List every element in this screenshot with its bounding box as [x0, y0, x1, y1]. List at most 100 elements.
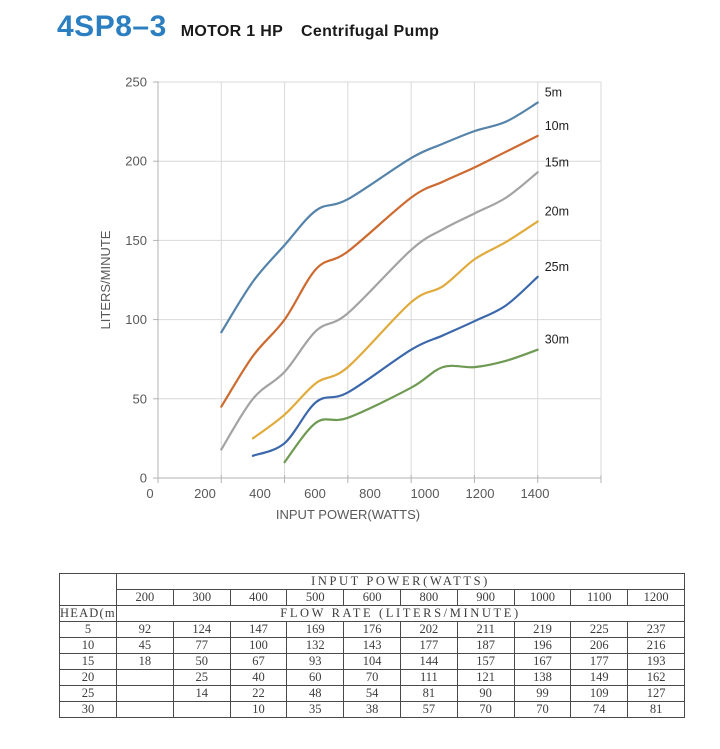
curve-label-10m: 10m — [545, 119, 569, 133]
flow-value-cell: 40 — [229, 669, 288, 686]
flow-value-cell: 74 — [570, 701, 629, 718]
x-tick-label: 600 — [304, 486, 326, 501]
pump-type-label: Centrifugal Pump — [301, 23, 440, 40]
watts-header-cell: 200 — [116, 589, 174, 606]
x-axis-title: INPUT POWER(WATTS) — [276, 507, 420, 522]
curve-15m — [220, 171, 539, 451]
flow-value-cell: 167 — [513, 653, 572, 670]
flow-value-cell: 219 — [513, 621, 572, 638]
flow-value-cell: 67 — [229, 653, 288, 670]
x-tick-label: 0 — [146, 486, 153, 501]
y-tick-label: 150 — [125, 233, 147, 248]
flow-value-cell: 202 — [399, 621, 458, 638]
flow-value-cell: 90 — [456, 685, 515, 702]
flow-value-cell: 60 — [286, 669, 345, 686]
flow-value-cell: 211 — [456, 621, 515, 638]
curve-label-30m: 30m — [545, 333, 569, 347]
head-value-cell: 25 — [59, 685, 117, 702]
corner-cell — [59, 573, 117, 606]
flow-value-cell: 22 — [229, 685, 288, 702]
y-tick-label: 0 — [140, 471, 147, 486]
flow-value-cell: 196 — [513, 637, 572, 654]
curve-label-15m: 15m — [545, 155, 569, 169]
flow-value-cell: 81 — [627, 701, 685, 718]
flow-value-cell: 132 — [286, 637, 345, 654]
flow-value-cell: 111 — [399, 669, 458, 686]
head-value-cell: 15 — [59, 653, 117, 670]
motor-rating-label: MOTOR 1 HP — [180, 23, 284, 40]
flow-value-cell: 176 — [343, 621, 401, 638]
flow-value-cell — [116, 685, 174, 702]
flow-value-cell: 70 — [513, 701, 572, 718]
y-tick-label: 250 — [125, 75, 147, 90]
y-tick-label: 50 — [133, 391, 147, 406]
curve-20m — [251, 220, 539, 440]
y-axis-title: LITERS/MINUTE — [100, 230, 113, 329]
flow-value-cell: 100 — [229, 637, 288, 654]
flow-value-cell: 70 — [343, 669, 401, 686]
y-tick-label: 100 — [125, 312, 147, 327]
watts-header-cell: 1000 — [513, 589, 572, 606]
flow-value-cell: 92 — [116, 621, 174, 638]
flow-value-cell: 10 — [229, 701, 288, 718]
flow-value-cell: 138 — [513, 669, 572, 686]
pump-performance-chart: 0 200 400 600 800 1000 1200 1400 0 50 100 150 200 250… — [100, 75, 602, 522]
flow-value-cell — [172, 701, 231, 718]
flow-value-cell: 177 — [570, 653, 629, 670]
flow-value-cell: 18 — [116, 653, 174, 670]
flow-value-cell: 121 — [456, 669, 515, 686]
flow-value-cell: 157 — [456, 653, 515, 670]
x-tick-label: 800 — [359, 486, 381, 501]
flow-value-cell: 99 — [513, 685, 572, 702]
page-header: 4SP8–3 MOTOR 1 HP Centrifugal Pump — [57, 10, 439, 44]
x-tick-label: 200 — [194, 486, 216, 501]
y-tick-label: 200 — [125, 154, 147, 169]
watts-header-cell: 500 — [286, 589, 345, 606]
watts-header-cell: 600 — [343, 589, 401, 606]
watts-header-cell: 800 — [399, 589, 458, 606]
flow-value-cell: 93 — [286, 653, 345, 670]
flow-value-cell: 14 — [172, 685, 231, 702]
watts-header-cell: 1200 — [627, 589, 685, 606]
watts-header-cell: 1100 — [570, 589, 629, 606]
watts-header-cell: 300 — [172, 589, 231, 606]
curve-25m — [251, 275, 539, 457]
flow-value-cell: 149 — [570, 669, 629, 686]
watts-header-cell: 900 — [456, 589, 515, 606]
head-value-cell: 20 — [59, 669, 117, 686]
curve-30m — [283, 348, 539, 464]
flow-value-cell: 104 — [343, 653, 401, 670]
flow-value-cell: 81 — [399, 685, 458, 702]
x-tick-label: 1400 — [521, 486, 550, 501]
x-tick-label: 400 — [249, 486, 271, 501]
flow-value-cell: 48 — [286, 685, 345, 702]
flow-value-cell: 50 — [172, 653, 231, 670]
flow-value-cell: 25 — [172, 669, 231, 686]
flow-value-cell: 177 — [399, 637, 458, 654]
flow-rate-header: FLOW RATE (LITERS/MINUTE) — [116, 605, 685, 622]
head-value-cell: 10 — [59, 637, 117, 654]
flow-value-cell: 193 — [627, 653, 685, 670]
flow-value-cell: 70 — [456, 701, 515, 718]
flow-value-cell: 38 — [343, 701, 401, 718]
flow-value-cell: 187 — [456, 637, 515, 654]
flow-rate-table: INPUT POWER(WATTS) 200 300 400 500 600 800 900 1… — [59, 573, 685, 718]
flow-value-cell: 45 — [116, 637, 174, 654]
flow-value-cell: 124 — [172, 621, 231, 638]
flow-value-cell: 162 — [627, 669, 685, 686]
curve-10m — [220, 134, 539, 408]
pump-model-title: 4SP8–3 — [57, 10, 167, 43]
flow-value-cell: 109 — [570, 685, 629, 702]
head-m-header: HEAD(m) — [59, 605, 117, 622]
flow-value-cell: 77 — [172, 637, 231, 654]
curve-label-25m: 25m — [545, 260, 569, 274]
curve-label-20m: 20m — [545, 204, 569, 218]
flow-value-cell: 57 — [399, 701, 458, 718]
flow-value-cell: 144 — [399, 653, 458, 670]
flow-value-cell — [116, 701, 174, 718]
curve-5m — [220, 101, 539, 334]
flow-value-cell: 147 — [229, 621, 288, 638]
head-value-cell: 30 — [59, 701, 117, 718]
flow-value-cell: 237 — [627, 621, 685, 638]
